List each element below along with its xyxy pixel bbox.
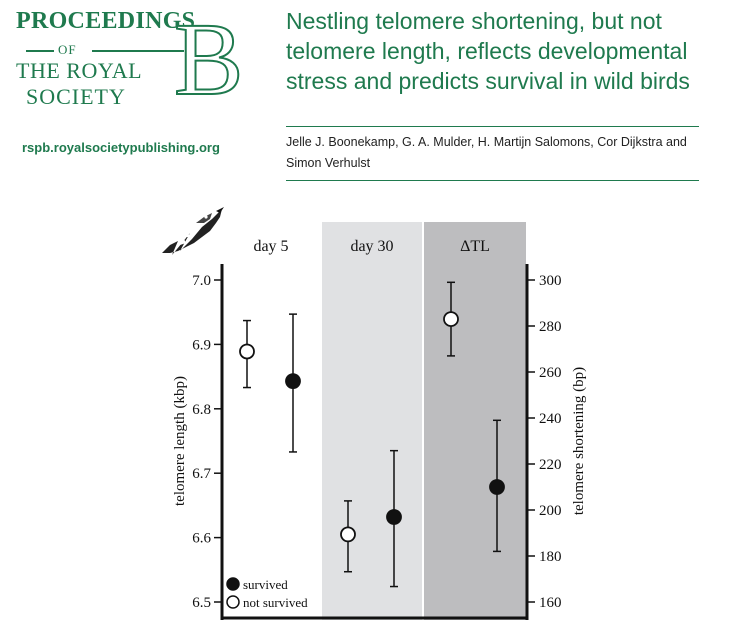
logo-text-proceedings: PROCEEDINGS <box>16 8 196 34</box>
data-point-survived <box>285 373 301 390</box>
bird-icon <box>162 207 224 255</box>
y-right-tick-label: 160 <box>539 595 562 611</box>
journal-logo: PROCEEDINGS OF THE ROYAL SOCIETY B <box>14 6 244 113</box>
logo-rule-right <box>92 50 184 52</box>
data-point-not-survived <box>340 526 356 543</box>
data-point-survived <box>386 509 402 525</box>
logo-rule-left <box>26 50 54 52</box>
panel-background-day30 <box>322 222 422 620</box>
legend-marker-survived <box>226 577 240 591</box>
paper-authors: Jelle J. Boonekamp, G. A. Mulder, H. Mar… <box>286 135 687 170</box>
logo-text-the-royal: THE ROYAL <box>16 58 143 83</box>
logo-letter-b: B <box>173 2 244 117</box>
y-right-tick-label: 220 <box>539 457 562 473</box>
data-point-survived <box>489 479 505 495</box>
data-point-not-survived <box>443 311 459 328</box>
panel-label: day 30 <box>350 238 393 255</box>
journal-url-link[interactable]: rspb.royalsocietypublishing.org <box>22 140 220 155</box>
y-right-tick-label: 280 <box>539 319 562 335</box>
panel-label: ΔTL <box>460 238 490 255</box>
y-right-tick-label: 240 <box>539 411 562 427</box>
legend-label-not-survived: not survived <box>243 595 308 610</box>
panel-background-delta <box>424 222 526 620</box>
logo-text-society: SOCIETY <box>26 84 126 109</box>
y-left-tick-label: 6.8 <box>192 402 211 418</box>
y-axis-right-label: telomere shortening (bp) <box>571 367 587 515</box>
paper-title: Nestling telomere shortening, but not te… <box>286 8 690 94</box>
authors-divider <box>286 180 699 181</box>
legend-label-survived: survived <box>243 577 288 592</box>
panel-label: day 5 <box>253 238 288 255</box>
title-divider <box>286 126 699 127</box>
y-left-tick-label: 6.6 <box>192 531 211 547</box>
y-right-tick-label: 200 <box>539 503 562 519</box>
logo-text-of: OF <box>58 42 77 57</box>
legend-marker-not-survived <box>226 595 240 609</box>
y-left-tick-label: 7.0 <box>192 273 211 289</box>
y-left-tick-label: 6.5 <box>192 595 211 611</box>
data-point-not-survived <box>239 343 255 360</box>
y-right-tick-label: 300 <box>539 273 562 289</box>
y-left-tick-label: 6.7 <box>192 466 211 482</box>
y-right-tick-label: 260 <box>539 365 562 381</box>
y-left-tick-label: 6.9 <box>192 337 211 353</box>
y-right-tick-label: 180 <box>539 549 562 565</box>
y-axis-left-label: telomere length (kbp) <box>172 376 188 506</box>
